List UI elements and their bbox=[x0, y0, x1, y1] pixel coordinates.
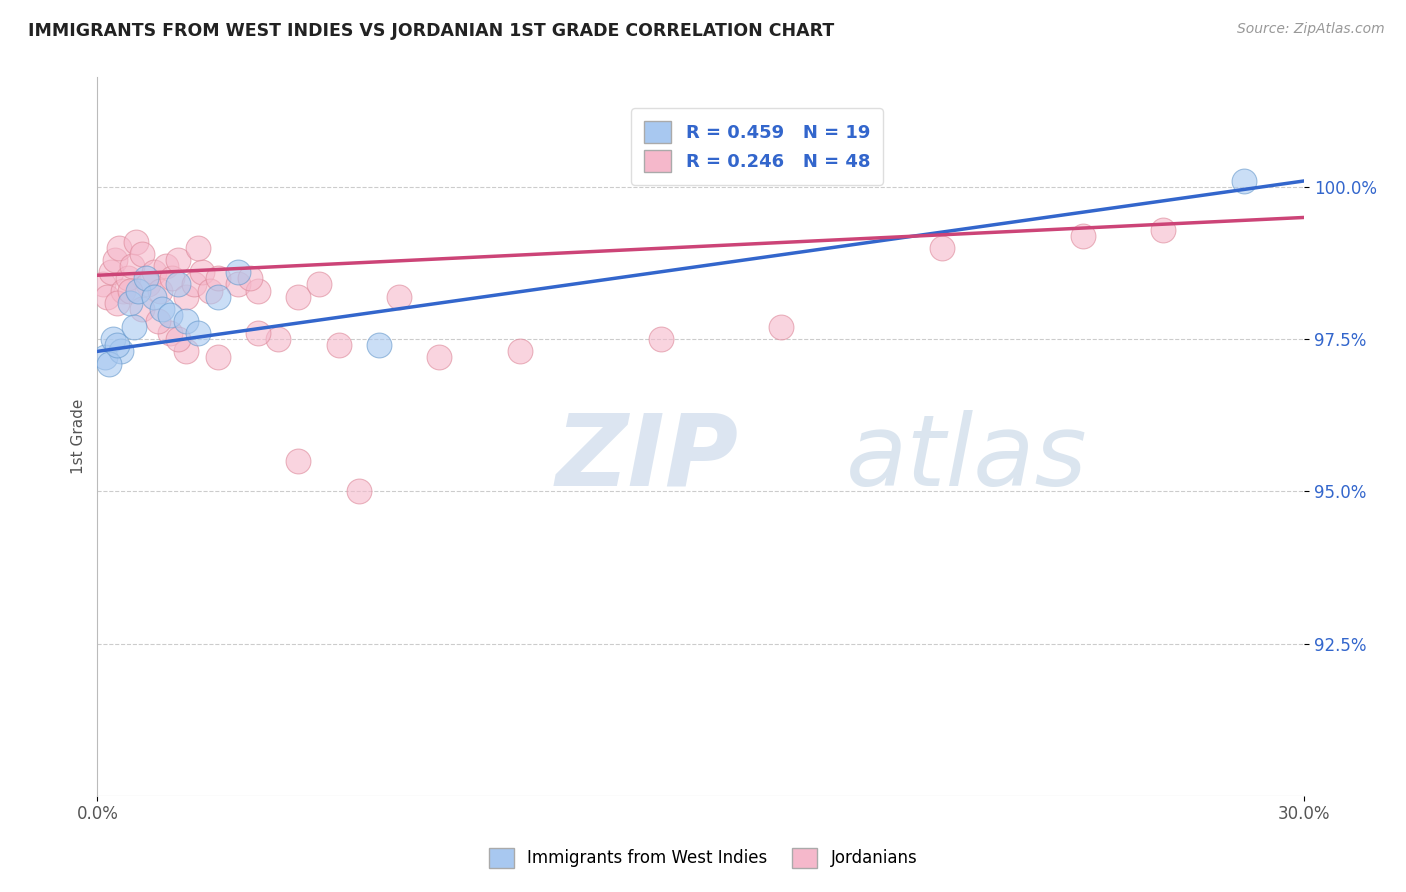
Point bbox=[174, 289, 197, 303]
Point bbox=[183, 277, 205, 292]
Point bbox=[388, 289, 411, 303]
Point bbox=[93, 277, 115, 292]
Point bbox=[150, 301, 173, 316]
Point bbox=[104, 253, 127, 268]
Point bbox=[160, 271, 183, 285]
Point bbox=[107, 338, 129, 352]
Point bbox=[226, 265, 249, 279]
Point bbox=[117, 271, 139, 285]
Text: atlas: atlas bbox=[845, 409, 1087, 507]
Point bbox=[174, 344, 197, 359]
Point bbox=[166, 332, 188, 346]
Point bbox=[166, 277, 188, 292]
Point bbox=[239, 271, 262, 285]
Point bbox=[931, 241, 953, 255]
Point bbox=[131, 301, 153, 316]
Point bbox=[198, 284, 221, 298]
Point bbox=[770, 320, 793, 334]
Y-axis label: 1st Grade: 1st Grade bbox=[72, 399, 86, 475]
Point bbox=[650, 332, 672, 346]
Point bbox=[1152, 222, 1174, 236]
Point bbox=[247, 284, 270, 298]
Point bbox=[142, 265, 165, 279]
Point bbox=[146, 314, 169, 328]
Legend: R = 0.459   N = 19, R = 0.246   N = 48: R = 0.459 N = 19, R = 0.246 N = 48 bbox=[631, 108, 883, 185]
Point bbox=[287, 289, 309, 303]
Point bbox=[96, 289, 118, 303]
Text: ZIP: ZIP bbox=[555, 409, 740, 507]
Point bbox=[136, 277, 159, 292]
Point bbox=[174, 314, 197, 328]
Point bbox=[142, 289, 165, 303]
Point bbox=[122, 320, 145, 334]
Point bbox=[118, 284, 141, 298]
Point bbox=[131, 247, 153, 261]
Point bbox=[135, 271, 157, 285]
Point bbox=[159, 326, 181, 340]
Point bbox=[118, 295, 141, 310]
Point bbox=[98, 357, 121, 371]
Point bbox=[112, 284, 135, 298]
Point bbox=[207, 271, 229, 285]
Point bbox=[94, 351, 117, 365]
Point bbox=[187, 241, 209, 255]
Point bbox=[427, 351, 450, 365]
Point bbox=[328, 338, 350, 352]
Point bbox=[267, 332, 290, 346]
Point bbox=[247, 326, 270, 340]
Point bbox=[103, 332, 125, 346]
Point bbox=[155, 259, 177, 273]
Point bbox=[100, 265, 122, 279]
Point bbox=[108, 241, 131, 255]
Point bbox=[124, 235, 146, 249]
Point bbox=[159, 308, 181, 322]
Point bbox=[287, 454, 309, 468]
Point bbox=[191, 265, 214, 279]
Point bbox=[1233, 174, 1256, 188]
Point bbox=[207, 289, 229, 303]
Point bbox=[121, 259, 143, 273]
Point bbox=[187, 326, 209, 340]
Text: Source: ZipAtlas.com: Source: ZipAtlas.com bbox=[1237, 22, 1385, 37]
Point bbox=[149, 284, 172, 298]
Point bbox=[166, 253, 188, 268]
Point bbox=[107, 295, 129, 310]
Text: IMMIGRANTS FROM WEST INDIES VS JORDANIAN 1ST GRADE CORRELATION CHART: IMMIGRANTS FROM WEST INDIES VS JORDANIAN… bbox=[28, 22, 834, 40]
Point bbox=[347, 484, 370, 499]
Point bbox=[127, 284, 149, 298]
Point bbox=[1071, 228, 1094, 243]
Point bbox=[110, 344, 132, 359]
Point bbox=[368, 338, 391, 352]
Legend: Immigrants from West Indies, Jordanians: Immigrants from West Indies, Jordanians bbox=[482, 841, 924, 875]
Point bbox=[226, 277, 249, 292]
Point bbox=[207, 351, 229, 365]
Point bbox=[509, 344, 531, 359]
Point bbox=[308, 277, 330, 292]
